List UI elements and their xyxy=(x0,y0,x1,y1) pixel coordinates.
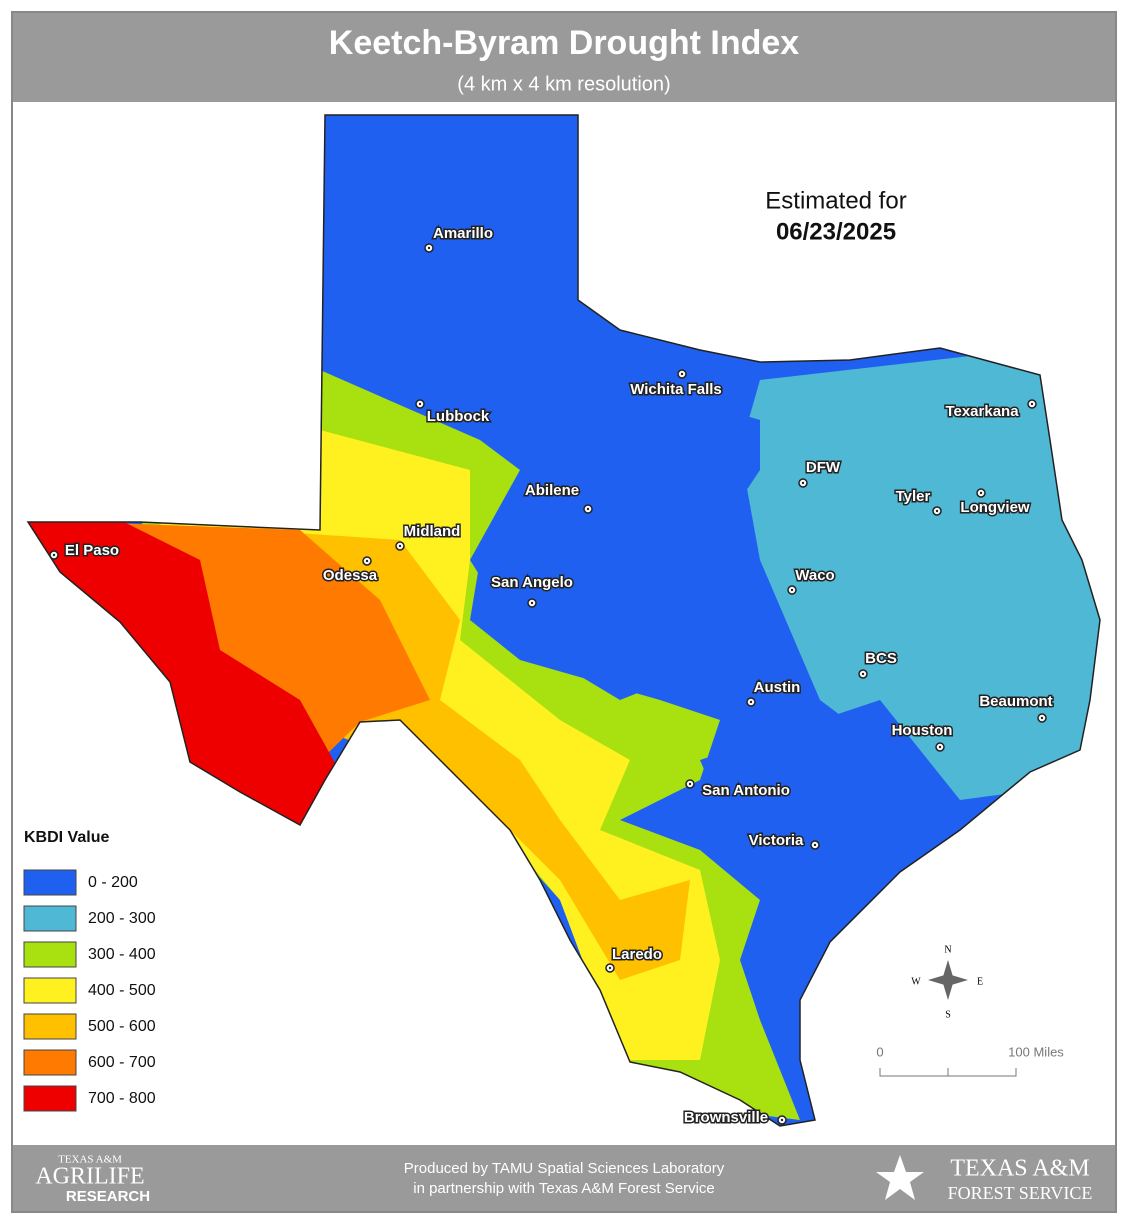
city-marker-dot xyxy=(427,246,431,250)
city-marker-dot xyxy=(688,782,692,786)
city-marker-dot xyxy=(1030,402,1034,406)
city-marker-dot xyxy=(938,745,942,749)
compass-w: W xyxy=(911,976,921,987)
city-label: Laredo xyxy=(612,946,662,963)
compass-n: N xyxy=(944,944,951,955)
legend-title: KBDI Value xyxy=(24,829,109,846)
title: Keetch-Byram Drought Index xyxy=(329,24,799,62)
legend-swatch xyxy=(23,1085,77,1112)
credit-line: in partnership with Texas A&M Forest Ser… xyxy=(413,1180,715,1197)
city-marker-dot xyxy=(680,372,684,376)
city-label: Texarkana xyxy=(945,403,1019,420)
city-label: Odessa xyxy=(323,567,378,584)
star-logo xyxy=(876,1155,924,1200)
scale-bar xyxy=(879,1068,1017,1077)
city-marker-dot xyxy=(801,481,805,485)
city-label: Abilene xyxy=(525,482,579,499)
city-marker-dot xyxy=(1040,716,1044,720)
legend-swatch xyxy=(23,869,77,896)
estimate-label: Estimated for xyxy=(765,187,906,214)
city-marker-dot xyxy=(398,544,402,548)
scale-start: 0 xyxy=(876,1044,883,1059)
city-marker-dot xyxy=(749,700,753,704)
city-label: Victoria xyxy=(749,832,804,849)
legend-label: 700 - 800 xyxy=(88,1090,156,1107)
logo-text: AGRILIFE xyxy=(35,1164,144,1190)
city-marker-dot xyxy=(790,588,794,592)
logo-text: TEXAS A&M xyxy=(58,1154,122,1166)
city-label: El Paso xyxy=(65,542,119,559)
credit-line: Produced by TAMU Spatial Sciences Labora… xyxy=(404,1160,725,1177)
city-label: Houston xyxy=(892,722,953,739)
city-marker-dot xyxy=(530,601,534,605)
city-marker-dot xyxy=(935,509,939,513)
legend-label: 400 - 500 xyxy=(88,982,156,999)
logo-text: FOREST SERVICE xyxy=(948,1183,1093,1203)
city-marker-dot xyxy=(52,553,56,557)
city-label: Longview xyxy=(960,499,1030,516)
city-marker-dot xyxy=(365,559,369,563)
city-label: Waco xyxy=(795,567,834,584)
compass-e: E xyxy=(977,976,983,987)
city-marker-dot xyxy=(586,507,590,511)
city-label: San Antonio xyxy=(702,782,790,799)
city-marker-dot xyxy=(861,672,865,676)
estimate-date: 06/23/2025 xyxy=(776,218,896,245)
city-label: San Angelo xyxy=(491,574,573,591)
legend-label: 200 - 300 xyxy=(88,910,156,927)
compass: N S E W xyxy=(911,944,983,1020)
city-label: Midland xyxy=(404,523,461,540)
city-marker-dot xyxy=(780,1118,784,1122)
footer-bar xyxy=(13,1145,1115,1211)
city-label: Lubbock xyxy=(427,408,490,425)
scale-end: 100 Miles xyxy=(1008,1044,1064,1059)
legend-label: 500 - 600 xyxy=(88,1018,156,1035)
compass-s: S xyxy=(945,1009,951,1020)
city-label: Brownsville xyxy=(684,1109,768,1126)
city-marker-dot xyxy=(979,491,983,495)
city-label: Amarillo xyxy=(433,225,493,242)
header-bar xyxy=(13,13,1115,102)
city-label: Wichita Falls xyxy=(630,381,722,398)
city-label: Austin xyxy=(754,679,801,696)
city-label: Tyler xyxy=(896,488,931,505)
city-marker-dot xyxy=(418,402,422,406)
state-outline xyxy=(26,114,1101,1127)
city-label: Beaumont xyxy=(979,693,1052,710)
city-label: DFW xyxy=(806,459,841,476)
legend-label: 300 - 400 xyxy=(88,946,156,963)
legend-swatch xyxy=(23,977,77,1004)
legend-swatch xyxy=(23,905,77,932)
legend-label: 600 - 700 xyxy=(88,1054,156,1071)
legend-swatch xyxy=(23,941,77,968)
subtitle: (4 km x 4 km resolution) xyxy=(457,73,670,95)
legend-swatch xyxy=(23,1049,77,1076)
legend-label: 0 - 200 xyxy=(88,874,138,891)
legend-swatch xyxy=(23,1013,77,1040)
logo-text: TEXAS A&M xyxy=(950,1156,1089,1182)
city-marker-dot xyxy=(608,966,612,970)
city-marker-dot xyxy=(813,843,817,847)
logo-text: RESEARCH xyxy=(66,1188,150,1205)
city-label: BCS xyxy=(865,650,897,667)
